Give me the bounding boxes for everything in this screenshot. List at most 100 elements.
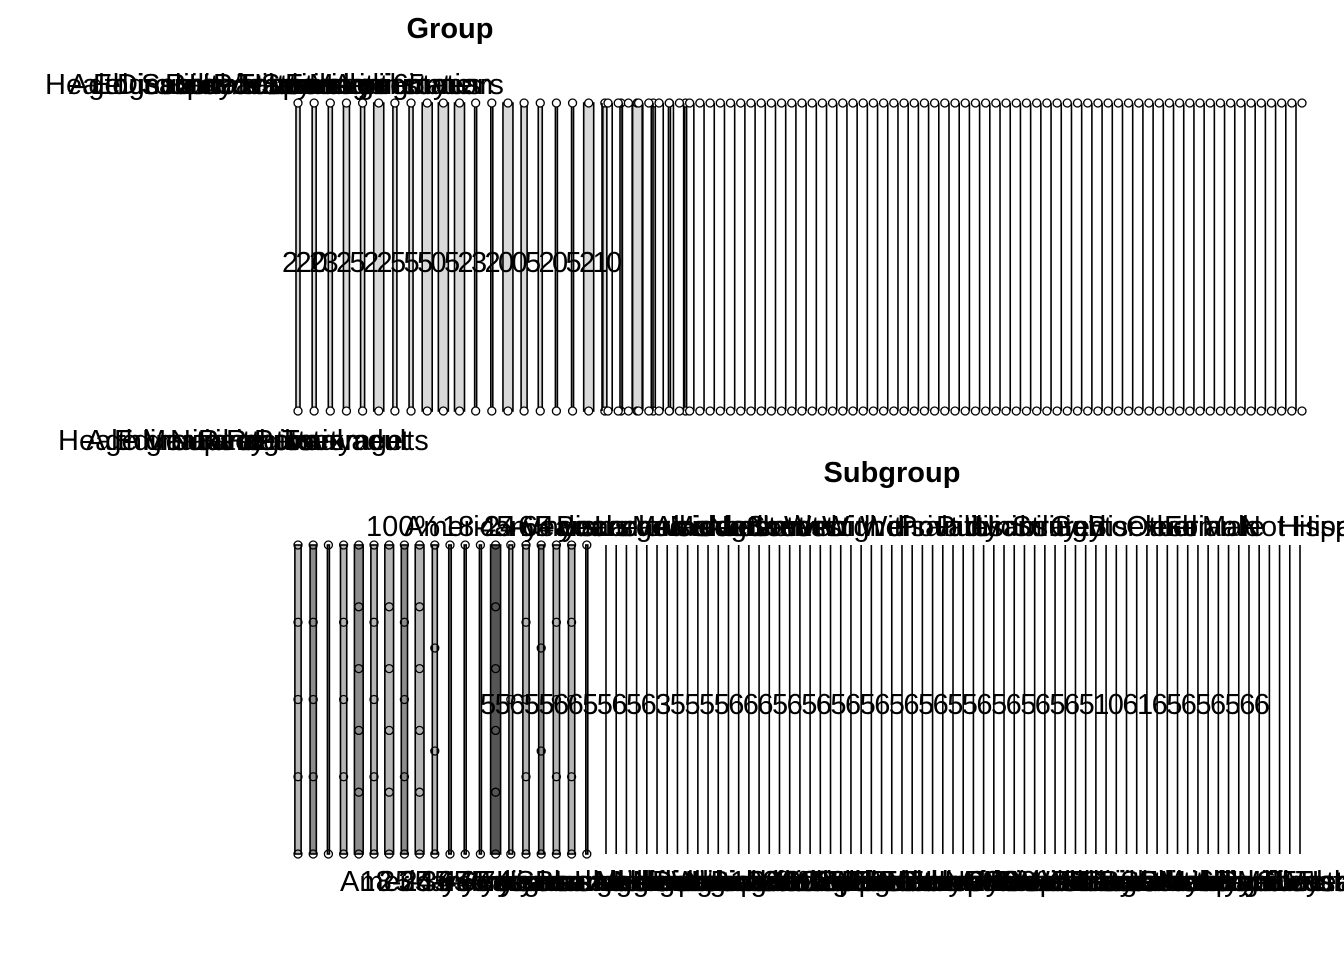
- subgroup-mid-value-11: 6: [641, 689, 657, 721]
- group-mid-value-20: 0: [552, 247, 568, 279]
- subgroup-bottom-label-15: Never married: [633, 866, 817, 898]
- subgroup-bar-17: [552, 544, 561, 855]
- subgroup-bottom-label-22: 400% FPL or more: [769, 866, 1011, 898]
- subgroup-bottom-label-24: Foreign-born: [808, 866, 974, 898]
- subgroup-bar-1-point-4: [308, 849, 318, 859]
- group-empty-bottom-point-44: [1052, 406, 1062, 416]
- subgroup-mid-value-50: 6: [1210, 689, 1226, 721]
- group-empty-top-point-1: [613, 98, 623, 108]
- group-empty-bottom-point-53: [1144, 406, 1154, 416]
- subgroup-mid-value-40: 6: [1064, 689, 1080, 721]
- subgroup-top-label-14: Private: [898, 511, 988, 543]
- group-bottom-label-2: Educational attainment: [114, 425, 409, 457]
- group-empty-bottom-point-4: [644, 406, 654, 416]
- group-bar-24: [683, 102, 688, 412]
- subgroup-bar-12-point-0: [475, 540, 486, 550]
- group-empty-bottom-point-52: [1134, 406, 1144, 416]
- subgroup-bar-9-point-0: [430, 540, 440, 550]
- group-empty-bottom-point-63: [1246, 406, 1256, 416]
- group-empty-bottom-point-12: [725, 406, 736, 416]
- group-empty-top-point-47: [1083, 98, 1093, 108]
- group-mid-value-0: 2: [282, 247, 298, 279]
- subgroup-bar-7-point-1: [399, 617, 410, 627]
- group-empty-top-point-12: [725, 98, 736, 108]
- group-bar-bottom-point-12: [487, 406, 497, 416]
- subgroup-bar-3-point-0: [338, 540, 349, 550]
- subgroup-bar-2: [326, 544, 331, 855]
- group-empty-bottom-point-20: [807, 406, 817, 416]
- subgroup-mid-value-51: 5: [1225, 689, 1241, 721]
- subgroup-bar-8-point-1: [414, 602, 425, 612]
- subgroup-top-label-12: With disability: [822, 511, 1000, 543]
- group-empty-top-point-68: [1297, 98, 1307, 108]
- subgroup-bar-16-point-0: [536, 540, 546, 550]
- subgroup-bar-13-point-3: [490, 725, 501, 736]
- subgroup-bottom-label-19: Below 100% FPL: [711, 866, 933, 898]
- subgroup-bar-13-point-5: [490, 849, 501, 859]
- group-empty-bottom-point-68: [1297, 406, 1307, 416]
- subgroup-bar-17-point-3: [551, 772, 562, 782]
- group-empty-bottom-point-61: [1225, 406, 1236, 416]
- group-empty-bottom-point-28: [889, 406, 899, 416]
- subgroup-mid-value-31: 6: [933, 689, 949, 721]
- group-empty-top-point-43: [1042, 98, 1052, 108]
- group-mid-value-11: 0: [431, 247, 447, 279]
- group-empty-bottom-point-18: [787, 406, 797, 416]
- subgroup-bottom-label-44: 65 years and over: [1198, 866, 1344, 898]
- group-mid-value-19: 2: [539, 247, 555, 279]
- subgroup-panel: Subgroup 100%American Indian or Alaska N…: [293, 457, 1344, 898]
- group-empty-top-point-39: [1001, 98, 1011, 108]
- group-bottom-label-4: Nativity: [170, 425, 266, 457]
- subgroup-bar-10-point-1: [445, 849, 455, 859]
- group-bar-top-point-14: [519, 98, 529, 108]
- group-empty-top-point-42: [1031, 98, 1042, 108]
- group-bottom-label-5: Race: [198, 425, 266, 457]
- subgroup-bar-8-point-4: [414, 787, 425, 797]
- subgroup-bar-11-point-0: [460, 540, 470, 550]
- subgroup-bar-0-point-2: [293, 694, 303, 705]
- subgroup-top-label-10: South: [746, 511, 822, 543]
- group-empty-bottom-point-33: [940, 406, 950, 416]
- subgroup-bottom-label-20: 100% to less than 200% FPL: [730, 866, 1104, 898]
- subgroup-mid-value-1: 5: [495, 689, 511, 721]
- subgroup-mid-values: 5565566556563555566656565656565655656565…: [480, 689, 1270, 721]
- group-empty-top-point-6: [664, 98, 674, 108]
- group-empty-bottom-point-24: [848, 406, 858, 416]
- subgroup-bar-18-point-1: [566, 617, 577, 627]
- group-empty-bottom-point-35: [960, 406, 970, 416]
- group-empty-top-point-24: [848, 98, 858, 108]
- group-bars: [293, 98, 1307, 416]
- subgroup-bottom-label-16: Divorced or separated: [652, 866, 937, 898]
- group-empty-bottom-point-0: [603, 406, 613, 416]
- subgroup-mid-value-24: 5: [830, 689, 846, 721]
- group-bottom-label-1: Age groups and sex: [86, 425, 344, 457]
- group-top-label-9: Sexual orientation: [261, 69, 493, 101]
- subgroup-mid-value-2: 6: [509, 689, 525, 721]
- subgroup-mid-value-47: 5: [1166, 689, 1182, 721]
- group-empty-bottom-point-62: [1236, 406, 1246, 416]
- group-bar-top-point-0: [293, 98, 303, 108]
- subgroup-top-label-6: Large central metro: [594, 511, 845, 543]
- group-bar-bottom-point-5: [374, 406, 384, 416]
- group-empty-top-point-56: [1174, 98, 1185, 108]
- group-bar-top-point-8: [422, 98, 432, 108]
- subgroup-bar-7-point-4: [399, 849, 410, 859]
- subgroup-mid-value-6: 6: [568, 689, 584, 721]
- group-empty-top-point-45: [1062, 98, 1072, 108]
- group-bar-top-point-17: [567, 98, 578, 108]
- subgroup-bar-5-point-4: [369, 849, 379, 859]
- group-mid-value-18: 5: [525, 247, 541, 279]
- group-empty-bottom-point-65: [1266, 406, 1277, 416]
- subgroup-bar-15-point-2: [521, 694, 531, 705]
- group-mid-value-7: 2: [377, 247, 393, 279]
- group-empty-top-point-63: [1246, 98, 1256, 108]
- group-empty-bottom-point-22: [827, 406, 838, 416]
- group-empty-top-point-65: [1266, 98, 1277, 108]
- subgroup-bar-0: [294, 544, 302, 855]
- subgroup-bottom-label-4: 45-64 years: [418, 866, 571, 898]
- group-mid-value-24: 0: [606, 247, 622, 279]
- subgroup-top-label-19: Bisexual: [1088, 511, 1198, 543]
- subgroup-bottom-label-38: Gay or lesbian: [1081, 866, 1268, 898]
- group-empty-bottom-point-10: [705, 406, 715, 416]
